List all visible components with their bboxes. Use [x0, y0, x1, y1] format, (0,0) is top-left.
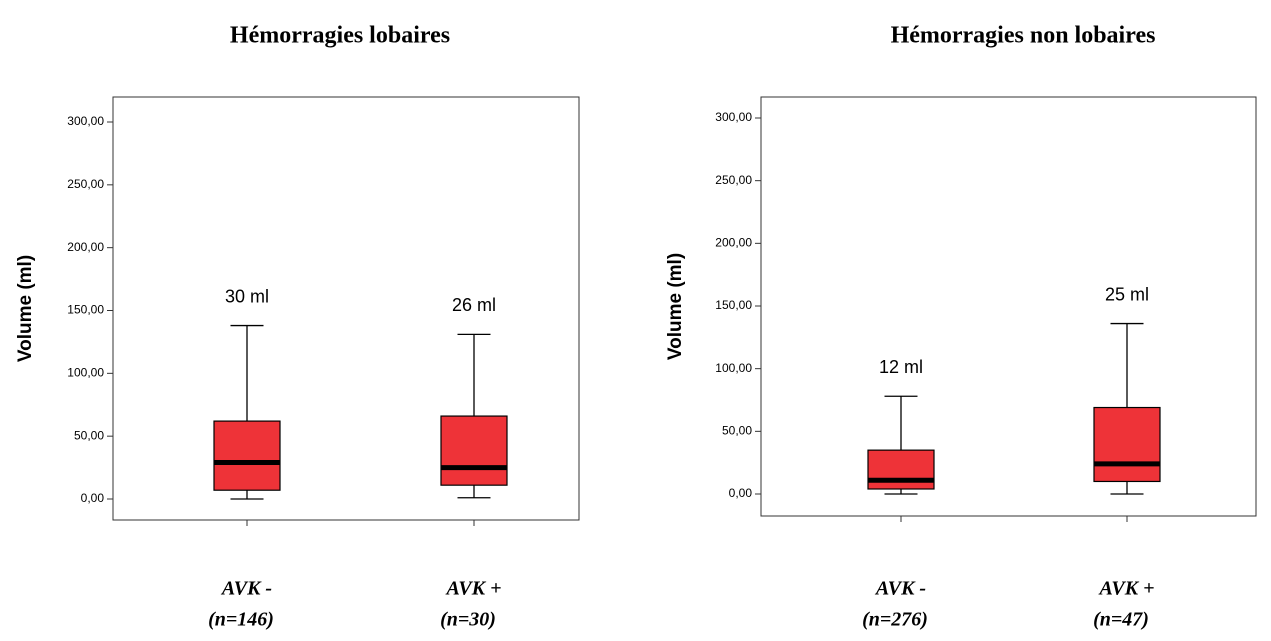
- y-tick-label: 150,00: [67, 303, 104, 317]
- median-value-label: 26 ml: [452, 295, 496, 315]
- category-label: AVK +: [1098, 578, 1155, 600]
- y-tick-label: 0,00: [81, 491, 105, 505]
- box-1: 30 ml AVK - (n=146): [208, 286, 281, 631]
- chart-panel-2: Hémorragies non lobaires 0,00 50,00 100,00 1…: [665, 23, 1257, 631]
- iqr-box: [213, 420, 281, 491]
- box-2: 26 ml AVK + (n=30): [440, 295, 508, 631]
- y-tick-label: 100,00: [67, 366, 104, 380]
- iqr-box: [867, 449, 935, 490]
- y-axis-label: Volume (ml): [15, 255, 36, 362]
- sample-size-label: (n=146): [208, 609, 274, 631]
- chart-panel-1: Hémorragies lobaires 0,00 50,00 100,00 150,0…: [15, 23, 580, 631]
- y-tick-label: 200,00: [715, 236, 752, 250]
- y-axis-label: Volume (ml): [665, 253, 686, 360]
- category-label: AVK -: [220, 578, 272, 600]
- iqr-box: [440, 415, 508, 486]
- chart-title: Hémorragies non lobaires: [891, 23, 1156, 49]
- y-tick-label: 100,00: [715, 361, 752, 375]
- plot-frame: [760, 96, 1257, 517]
- box-1: 12 ml AVK - (n=276): [862, 357, 935, 631]
- y-tick-label: 150,00: [715, 298, 752, 312]
- y-tick-label: 0,00: [729, 486, 753, 500]
- y-tick-label: 250,00: [715, 173, 752, 187]
- sample-size-label: (n=47): [1093, 609, 1149, 631]
- iqr-box: [1093, 406, 1161, 483]
- y-tick-label: 300,00: [67, 114, 104, 128]
- median-value-label: 25 ml: [1105, 284, 1149, 304]
- sample-size-label: (n=30): [440, 609, 496, 631]
- plot-frame: [112, 96, 580, 521]
- median-value-label: 12 ml: [879, 357, 923, 377]
- category-label: AVK +: [445, 578, 502, 600]
- y-tick-label: 300,00: [715, 110, 752, 124]
- median-value-label: 30 ml: [225, 286, 269, 306]
- sample-size-label: (n=276): [862, 609, 928, 631]
- box-2: 25 ml AVK + (n=47): [1093, 284, 1161, 631]
- y-tick-label: 50,00: [722, 424, 752, 438]
- y-tick-label: 200,00: [67, 240, 104, 254]
- y-tick-label: 50,00: [74, 428, 104, 442]
- chart-title: Hémorragies lobaires: [230, 23, 450, 49]
- y-tick-label: 250,00: [67, 177, 104, 191]
- category-label: AVK -: [874, 578, 926, 600]
